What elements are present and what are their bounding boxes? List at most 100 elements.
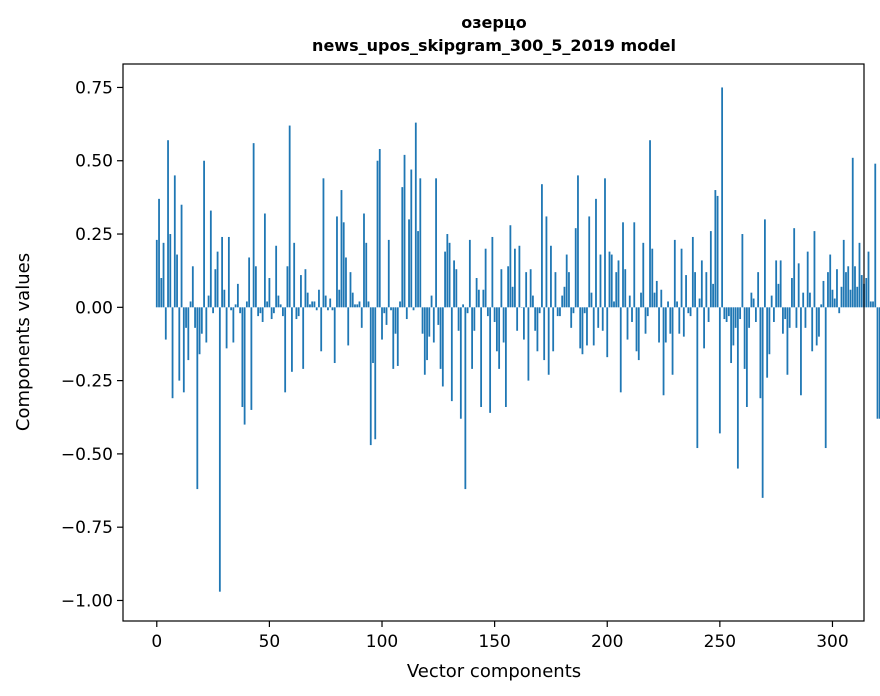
bar-component-127 (441, 307, 444, 387)
bar-component-292 (813, 231, 816, 308)
bar-component-317 (869, 301, 872, 308)
bar-component-23 (207, 295, 210, 308)
bar-component-254 (727, 307, 730, 317)
bar-component-29 (221, 236, 223, 308)
bar-component-264 (750, 292, 753, 308)
bar-component-232 (678, 307, 681, 334)
bar-component-145 (482, 289, 485, 308)
bar-component-206 (619, 307, 622, 393)
bar-component-84 (345, 257, 347, 308)
bar-component-112 (408, 219, 410, 308)
bar-component-266 (754, 307, 757, 322)
bar-component-200 (606, 307, 609, 358)
x-axis-ticks: 0 50 100 150 200 250 300 (151, 621, 849, 652)
bar-component-247 (712, 283, 714, 308)
bar-component-90 (358, 301, 361, 308)
bar-component-16 (191, 266, 194, 308)
bar-component-209 (626, 307, 629, 340)
bar-component-295 (820, 304, 823, 308)
bar-component-98 (376, 160, 379, 308)
bar-component-300 (831, 289, 834, 308)
bar-component-217 (644, 307, 647, 334)
bar-component-114 (412, 307, 415, 311)
bar-component-36 (236, 283, 239, 308)
bar-component-147 (486, 307, 489, 317)
bar-component-265 (752, 298, 755, 308)
bar-component-284 (795, 307, 798, 328)
bar-component-193 (590, 292, 593, 308)
bar-component-62 (295, 307, 298, 320)
bar-component-46 (259, 307, 262, 314)
bar-component-243 (703, 307, 705, 349)
bar-component-163 (523, 307, 525, 340)
bar-component-255 (730, 307, 733, 364)
bar-component-43 (252, 143, 255, 308)
bar-component-180 (561, 295, 564, 308)
bar-component-67 (306, 292, 309, 308)
bar-component-126 (439, 307, 442, 369)
bar-component-298 (827, 272, 829, 308)
bar-component-223 (658, 307, 660, 343)
x-tick-label: 250 (704, 632, 736, 652)
bar-component-238 (691, 236, 694, 308)
bar-component-291 (811, 307, 814, 352)
bar-component-28 (218, 307, 221, 592)
bar-component-172 (543, 307, 546, 361)
bar-component-130 (448, 242, 451, 308)
bar-component-35 (234, 304, 237, 308)
bar-component-202 (610, 254, 613, 308)
bar-component-233 (680, 248, 683, 308)
bar-component-293 (815, 307, 818, 346)
bar-component-229 (671, 307, 674, 375)
bar-component-142 (475, 278, 478, 308)
bar-component-48 (263, 213, 266, 308)
bar-component-282 (791, 278, 793, 308)
bar-component-273 (770, 295, 773, 308)
bar-component-22 (205, 307, 208, 343)
bar-component-144 (480, 307, 483, 407)
bar-component-191 (586, 307, 588, 346)
bar-component-226 (664, 307, 667, 343)
bar-component-65 (302, 307, 305, 369)
x-tick-label: 50 (259, 632, 281, 652)
bar-component-208 (624, 269, 627, 308)
bar-component-225 (662, 307, 665, 396)
bar-component-15 (189, 301, 192, 308)
bar-component-275 (775, 260, 778, 308)
bar-component-5 (167, 140, 169, 308)
bar-component-198 (601, 307, 604, 331)
bar-component-281 (788, 307, 791, 328)
bar-component-177 (554, 272, 557, 308)
bar-component-117 (419, 178, 422, 308)
bar-component-156 (507, 266, 510, 308)
chart-title: озерцо (461, 13, 526, 32)
bar-component-104 (390, 307, 392, 311)
bar-component-17 (194, 307, 196, 328)
bar-component-87 (351, 292, 354, 308)
y-tick-label: −0.75 (61, 518, 113, 538)
bar-component-316 (867, 251, 870, 308)
bar-component-270 (764, 219, 766, 308)
bar-component-288 (804, 307, 807, 328)
bar-component-132 (453, 260, 455, 308)
bar-component-139 (468, 239, 471, 308)
bar-component-71 (315, 307, 318, 311)
bar-component-108 (399, 301, 401, 308)
bar-component-305 (842, 239, 845, 308)
bar-component-175 (550, 245, 552, 308)
bar-component-192 (588, 216, 591, 308)
bar-component-267 (757, 272, 760, 308)
bar-component-69 (311, 301, 314, 308)
y-tick-label: −1.00 (61, 591, 113, 611)
bar-component-313 (860, 275, 863, 308)
bar-component-159 (514, 248, 516, 308)
chart-subtitle: news_upos_skipgram_300_5_2019 model (312, 36, 676, 55)
bar-component-269 (761, 307, 764, 498)
bar-component-27 (216, 251, 219, 308)
bar-component-160 (516, 307, 519, 331)
bar-component-272 (768, 307, 771, 355)
bar-component-271 (766, 307, 769, 378)
bar-component-68 (309, 304, 311, 308)
bar-component-304 (840, 286, 843, 308)
bar-component-245 (707, 307, 710, 322)
